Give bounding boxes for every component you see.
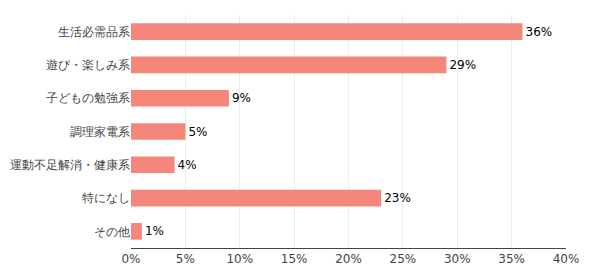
svg-text:5%: 5% bbox=[188, 125, 207, 139]
svg-text:その他: その他 bbox=[94, 225, 130, 239]
svg-text:0%: 0% bbox=[121, 252, 140, 266]
svg-text:9%: 9% bbox=[232, 91, 251, 105]
svg-text:5%: 5% bbox=[176, 252, 195, 266]
svg-text:子どもの勉強系: 子どもの勉強系 bbox=[46, 91, 130, 105]
svg-text:25%: 25% bbox=[390, 252, 417, 266]
svg-text:40%: 40% bbox=[553, 252, 580, 266]
svg-text:20%: 20% bbox=[335, 252, 362, 266]
svg-text:15%: 15% bbox=[281, 252, 308, 266]
svg-text:遊び・楽しみ系: 遊び・楽しみ系 bbox=[46, 58, 130, 72]
svg-text:10%: 10% bbox=[226, 252, 253, 266]
svg-text:1%: 1% bbox=[145, 224, 164, 238]
svg-text:4%: 4% bbox=[178, 158, 197, 172]
svg-text:生活必需品系: 生活必需品系 bbox=[58, 25, 130, 39]
svg-text:特になし: 特になし bbox=[82, 191, 130, 205]
svg-text:36%: 36% bbox=[526, 25, 553, 39]
svg-text:29%: 29% bbox=[449, 58, 476, 72]
svg-text:23%: 23% bbox=[384, 191, 411, 205]
svg-text:調理家電系: 調理家電系 bbox=[70, 125, 130, 139]
svg-text:35%: 35% bbox=[498, 252, 525, 266]
svg-text:30%: 30% bbox=[444, 252, 471, 266]
svg-text:運動不足解消・健康系: 運動不足解消・健康系 bbox=[10, 158, 130, 172]
